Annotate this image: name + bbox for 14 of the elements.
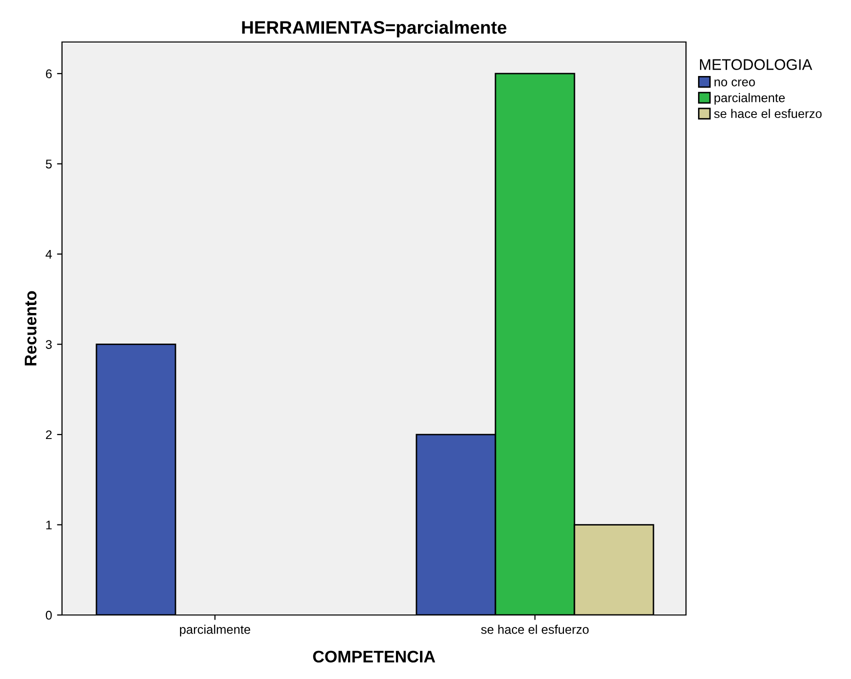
y-tick-label: 5: [46, 160, 52, 168]
y-tick-label: 2: [46, 430, 52, 440]
y-tick-label: 1: [46, 520, 52, 530]
legend-label: se hace el esfuerzo: [714, 108, 822, 118]
y-tick-label: 6: [46, 69, 52, 78]
x-axis-title: COMPETENCIA: [313, 650, 436, 663]
legend-label: parcialmente: [714, 93, 785, 105]
y-tick-label: 3: [46, 340, 52, 349]
legend-label: no creo: [714, 80, 755, 86]
y-tick-label: 4: [46, 250, 52, 259]
y-axis-title: Recuento: [24, 291, 36, 366]
chart-title: HERRAMIENTAS=parcialmente: [242, 20, 506, 38]
y-tick-label: 0: [46, 610, 52, 620]
legend-title: METODOLOGIA: [700, 59, 812, 70]
